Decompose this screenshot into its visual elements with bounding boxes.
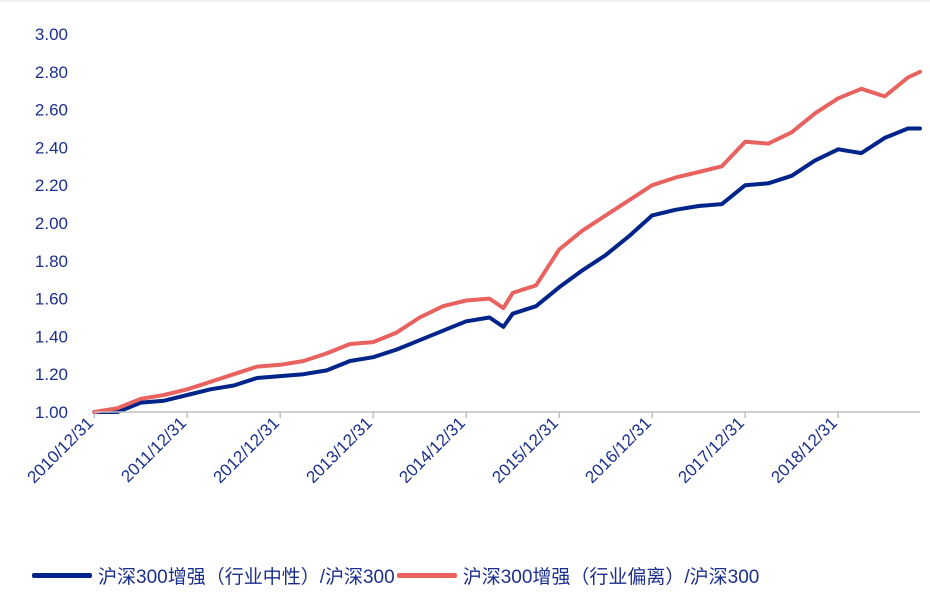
legend-label-industry-neutral: 沪深300增强（行业中性）/沪深300 (98, 567, 395, 588)
y-tick-label: 2.80 (35, 63, 68, 82)
y-tick-label: 1.80 (35, 252, 68, 271)
x-tick-label: 2012/12/31 (209, 413, 283, 487)
x-tick-label: 2011/12/31 (117, 413, 190, 486)
x-tick-label: 2014/12/31 (395, 413, 469, 487)
x-tick-label: 2016/12/31 (581, 413, 655, 487)
series-line-industry-deviation (92, 69, 922, 414)
x-tick-label: 2017/12/31 (674, 413, 748, 487)
legend-label-industry-deviation: 沪深300增强（行业偏离）/沪深300 (462, 567, 760, 588)
y-tick-label: 1.40 (35, 327, 68, 346)
legend-item-industry-neutral: 沪深300增强（行业中性）/沪深300 (32, 562, 395, 589)
y-tick-label: 2.60 (35, 101, 68, 120)
x-tick-label: 2018/12/31 (767, 413, 841, 487)
y-tick-label: 2.40 (35, 138, 68, 157)
legend: 沪深300增强（行业中性）/沪深300 沪深300增强（行业偏离）/沪深300 (32, 562, 759, 589)
y-tick-label: 2.00 (35, 214, 68, 233)
x-tick-label: 2010/12/31 (24, 413, 98, 487)
y-tick-label: 1.60 (35, 290, 68, 309)
series-line-industry-neutral (92, 126, 922, 414)
y-tick-label: 1.20 (35, 365, 68, 384)
x-axis-ticks: 2010/12/31 2011/12/31 2012/12/31 2013/12/31… (24, 412, 841, 487)
legend-item-industry-deviation: 沪深300增强（行业偏离）/沪深300 (396, 562, 760, 589)
legend-swatch-industry-neutral (32, 573, 92, 578)
y-tick-label: 1.00 (35, 403, 68, 422)
x-tick-label: 2015/12/31 (488, 413, 562, 487)
y-tick-label: 3.00 (35, 25, 68, 44)
y-tick-label: 2.20 (35, 176, 68, 195)
x-tick-label: 2013/12/31 (302, 413, 376, 487)
legend-swatch-industry-deviation (396, 573, 457, 578)
series-lines (92, 69, 922, 414)
y-axis-ticks: 1.00 1.20 1.40 1.60 1.80 2.00 2.20 2.40 2.60 2.80… (35, 25, 68, 422)
